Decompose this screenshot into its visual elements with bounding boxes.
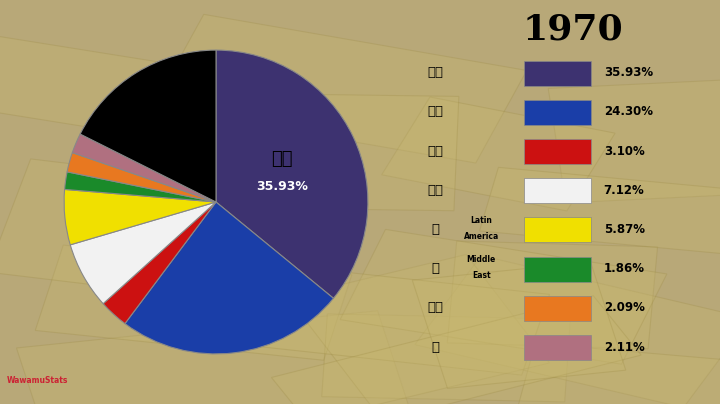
FancyBboxPatch shape [524,335,592,360]
FancyBboxPatch shape [447,241,657,349]
Text: 🇺🇸: 🇺🇸 [271,149,292,168]
FancyBboxPatch shape [35,245,352,360]
Text: 🇺🇸: 🇺🇸 [428,66,444,79]
Wedge shape [216,50,368,298]
Wedge shape [125,202,333,354]
FancyBboxPatch shape [136,92,459,211]
FancyBboxPatch shape [413,262,626,388]
FancyBboxPatch shape [524,139,592,164]
Text: 🇨🇳: 🇨🇳 [428,145,444,158]
FancyBboxPatch shape [524,296,592,321]
FancyBboxPatch shape [518,343,720,404]
Wedge shape [72,134,216,202]
Wedge shape [71,202,216,304]
Text: 🇪🇺: 🇪🇺 [428,105,444,118]
Text: 7.12%: 7.12% [603,184,644,197]
Wedge shape [80,50,216,202]
Text: Latin: Latin [470,216,492,225]
FancyBboxPatch shape [322,314,570,402]
Text: Middle: Middle [467,255,496,264]
Text: America: America [464,232,499,241]
FancyBboxPatch shape [524,257,592,282]
Text: 3.10%: 3.10% [603,145,644,158]
Text: 🌎: 🌎 [431,223,439,236]
Text: 24.30%: 24.30% [603,105,653,118]
Wedge shape [103,202,216,324]
Text: 2.09%: 2.09% [603,301,644,314]
FancyBboxPatch shape [382,97,615,211]
Text: 5.87%: 5.87% [603,223,644,236]
FancyBboxPatch shape [0,31,312,157]
Text: 🇮🇳: 🇮🇳 [428,301,444,314]
FancyBboxPatch shape [524,100,592,125]
Text: 1970: 1970 [523,12,624,46]
Text: 2.11%: 2.11% [603,341,644,354]
FancyBboxPatch shape [153,15,527,163]
Text: 35.93%: 35.93% [603,66,653,79]
Text: 35.93%: 35.93% [256,179,308,192]
Wedge shape [65,172,216,202]
FancyBboxPatch shape [0,159,214,294]
FancyBboxPatch shape [17,311,409,404]
FancyBboxPatch shape [524,217,592,242]
Text: 1.86%: 1.86% [603,262,644,275]
Wedge shape [64,189,216,245]
FancyBboxPatch shape [169,256,549,375]
FancyBboxPatch shape [548,70,720,203]
FancyBboxPatch shape [524,178,592,203]
FancyBboxPatch shape [271,296,641,404]
FancyBboxPatch shape [288,255,549,404]
FancyBboxPatch shape [480,167,720,254]
Text: WawamuStats: WawamuStats [7,377,68,385]
Text: 🌍: 🌍 [431,341,439,354]
Wedge shape [67,153,216,202]
Text: East: East [472,271,490,280]
FancyBboxPatch shape [524,61,592,86]
Text: 🇯🇵: 🇯🇵 [428,184,444,197]
FancyBboxPatch shape [340,229,667,364]
Text: 🕌: 🕌 [431,262,439,275]
FancyBboxPatch shape [415,256,720,404]
